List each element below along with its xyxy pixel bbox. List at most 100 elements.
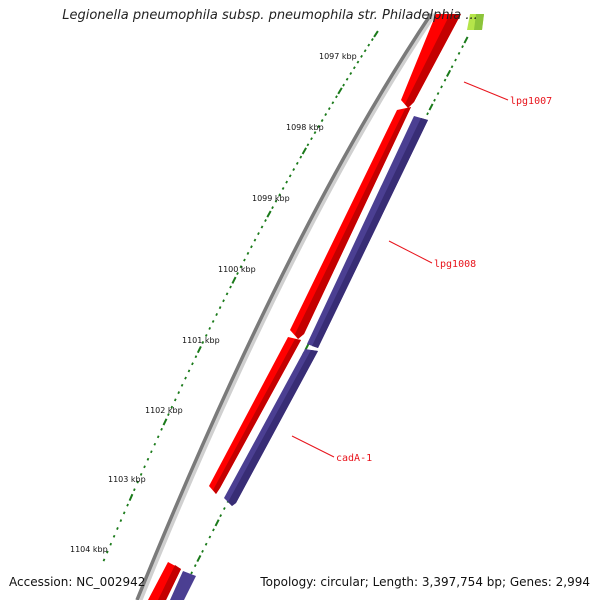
gene-label-cadA-1[interactable]: cadA-1 <box>336 453 372 464</box>
genome-title: Legionella pneumophila subsp. pneumophil… <box>62 8 478 23</box>
ruler-minor-tick <box>219 514 222 518</box>
ruler-minor-tick <box>106 550 109 554</box>
ruler-tick-labels: 1097 kbp 1098 kbp 1099 kbp 1100 kbp 1101… <box>70 52 357 554</box>
tick-label: 1104 kbp <box>70 545 108 554</box>
ruler-minor-tick <box>317 125 320 129</box>
ruler-minor-tick <box>170 405 174 409</box>
tick-label: 1100 kbp <box>218 265 256 274</box>
ruler-minor-tick <box>299 155 303 159</box>
ruler-minor-tick <box>260 225 264 229</box>
ruler-minor-tick <box>285 180 288 184</box>
ruler-minor-tick <box>426 112 429 116</box>
ruler-minor-tick <box>356 60 360 64</box>
ruler-minor-tick <box>436 92 440 96</box>
gene-track-outer <box>148 14 461 600</box>
ruler-minor-tick <box>204 542 208 546</box>
genome-backbone <box>135 13 433 600</box>
ruler-minor-tick <box>193 564 197 568</box>
ruler-minor-tick <box>264 219 267 223</box>
ruler-minor-tick <box>335 95 338 99</box>
ruler-minor-tick <box>295 161 299 165</box>
ruler-minor-tick <box>450 65 454 69</box>
ruler-minor-tick <box>150 450 153 454</box>
ruler-minor-tick <box>236 271 239 276</box>
ruler-minor-tick <box>201 549 204 553</box>
ruler-minor-tick <box>246 251 250 255</box>
ruler-minor-tick <box>119 519 123 523</box>
gene-lpg1008-shade <box>295 107 411 339</box>
ruler-major-tick <box>266 210 272 218</box>
ruler-minor-tick <box>194 355 198 359</box>
ruler-minor-tick <box>153 442 157 446</box>
gene-track2-a-shade <box>312 118 428 348</box>
ruler-minor-tick <box>313 131 317 135</box>
ruler-minor-tick <box>143 465 146 469</box>
ruler-minor-tick <box>109 542 113 546</box>
ruler-minor-tick <box>352 66 356 70</box>
ruler-minor-tick <box>201 341 205 344</box>
ruler-minor-tick <box>139 472 143 476</box>
ruler-minor-tick <box>274 199 278 203</box>
ruler-minor-tick <box>212 528 215 532</box>
ruler-minor-tick <box>288 174 292 178</box>
ruler-minor-tick <box>112 534 116 538</box>
ruler-major-tick <box>214 519 220 527</box>
ruler-minor-tick <box>222 299 225 303</box>
ruler-minor-tick <box>173 398 177 402</box>
ruler-minor-tick <box>156 435 160 439</box>
ruler-minor-tick <box>133 488 136 492</box>
ruler-major-tick <box>446 69 452 77</box>
ruler-minor-tick <box>457 51 461 55</box>
gene-track2-bottom <box>170 571 196 600</box>
ruler-minor-tick <box>278 193 281 197</box>
ruler-minor-tick <box>190 571 193 575</box>
ruler-minor-tick <box>184 376 187 380</box>
ruler-major-tick <box>301 147 307 155</box>
ruler-minor-tick <box>342 83 345 87</box>
ruler-minor-tick <box>160 427 163 431</box>
ruler-minor-tick <box>218 306 222 310</box>
ruler-minor-tick <box>229 285 232 289</box>
ruler-minor-tick <box>136 480 140 484</box>
leader-lpg1007 <box>463 81 509 101</box>
ruler-minor-tick <box>443 78 447 82</box>
ruler-minor-tick <box>292 168 296 172</box>
leader-cadA-1 <box>291 435 335 458</box>
ruler-major-tick <box>196 345 202 354</box>
ruler-minor-tick <box>370 38 374 42</box>
gene-top-green-shade <box>474 14 484 30</box>
ruler-minor-tick <box>191 362 194 366</box>
ruler-minor-tick <box>208 535 212 539</box>
gene-bottom-red-shade <box>158 565 181 600</box>
ruler-minor-tick <box>167 413 170 416</box>
tick-label: 1099 kbp <box>252 194 290 203</box>
gene-track2-b-shade <box>228 350 318 506</box>
tick-label: 1101 kbp <box>182 336 220 345</box>
ruler-major-tick <box>196 554 202 563</box>
ruler-minor-tick <box>208 327 212 330</box>
gene-lpg1007-shade <box>405 14 461 108</box>
ruler-minor-tick <box>360 54 363 58</box>
ruler-minor-tick <box>345 77 349 81</box>
ruler-minor-tick <box>327 107 331 111</box>
ruler-minor-tick <box>211 319 215 323</box>
ruler-minor-tick <box>310 137 313 141</box>
gene-cadA-1-shade <box>213 339 301 494</box>
ruler-major-tick <box>337 87 343 95</box>
ruler-minor-tick <box>239 265 243 269</box>
ruler-minor-tick <box>204 333 208 337</box>
ruler-minor-tick <box>281 186 285 190</box>
outer-ruler-dots <box>102 30 379 562</box>
ruler-minor-tick <box>433 98 436 102</box>
ruler-minor-tick <box>440 85 443 89</box>
accession-text: Accession: NC_002942 <box>9 575 146 589</box>
ruler-minor-tick <box>243 258 246 262</box>
ruler-minor-tick <box>126 503 129 507</box>
ruler-minor-tick <box>454 58 457 62</box>
ruler-minor-tick <box>180 383 184 387</box>
gene-label-lpg1007[interactable]: lpg1007 <box>510 96 552 107</box>
ruler-minor-tick <box>306 143 310 147</box>
gene-label-lpg1008[interactable]: lpg1008 <box>434 259 476 270</box>
